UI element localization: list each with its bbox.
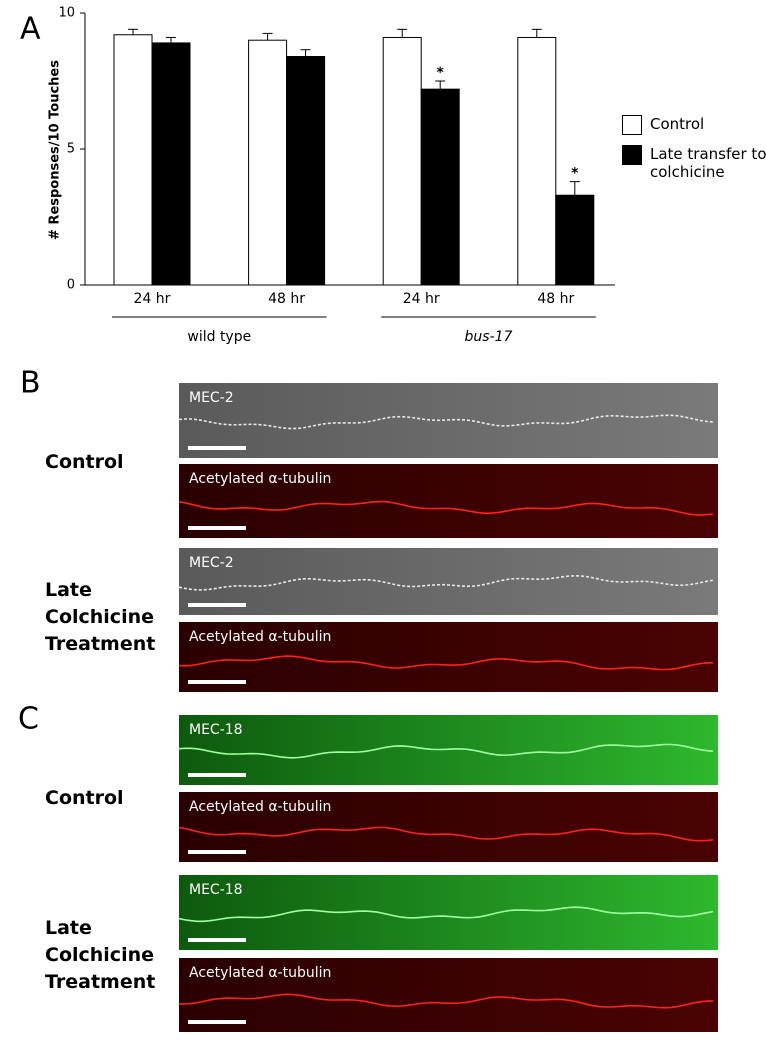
legend-label: Control	[650, 115, 705, 133]
legend-label: Late transfer to colchicine	[650, 145, 766, 181]
condition-label: Control	[45, 451, 124, 473]
channel-label: Acetylated α-tubulin	[189, 965, 331, 981]
micrograph	[179, 958, 718, 1032]
bar	[113, 34, 153, 286]
channel-label: MEC-18	[189, 722, 243, 738]
bar	[420, 88, 460, 286]
y-axis-label: # Responses/10 Touches	[48, 60, 63, 240]
neurite	[178, 500, 714, 516]
legend-entry: Late transfer to colchicine	[622, 145, 766, 181]
panel-label: B	[20, 366, 41, 401]
channel-label: MEC-18	[189, 882, 243, 898]
channel-label: MEC-2	[189, 555, 234, 571]
condition-label: Late Colchicine Treatment	[45, 579, 156, 655]
y-tick-label: 0	[67, 278, 75, 293]
x-tick-label: 24 hr	[134, 291, 171, 307]
legend-swatch	[622, 115, 642, 135]
y-tick-label: 5	[67, 142, 75, 157]
channel-label: Acetylated α-tubulin	[189, 629, 331, 645]
panel-label: C	[18, 702, 39, 737]
neurite	[178, 993, 714, 1009]
x-tick-label: 48 hr	[268, 291, 305, 307]
channel-label: MEC-2	[189, 390, 234, 406]
group-label: wild type	[187, 329, 251, 345]
channel-label: Acetylated α-tubulin	[189, 471, 331, 487]
neurite	[178, 906, 714, 923]
y-tick-label: 10	[58, 6, 75, 21]
bar	[151, 42, 191, 286]
error-bar	[166, 36, 176, 43]
micrograph	[179, 622, 718, 692]
significance-mark: *	[437, 65, 445, 81]
error-bar	[531, 28, 542, 38]
bar	[555, 194, 595, 286]
neurite	[178, 743, 714, 759]
legend-entry: Control	[622, 115, 766, 135]
legend-swatch	[622, 145, 642, 165]
error-bar	[128, 28, 138, 35]
bar	[382, 36, 422, 286]
condition-label: Late Colchicine Treatment	[45, 917, 156, 993]
micrograph	[179, 464, 718, 538]
neurite	[178, 826, 714, 842]
neurite	[178, 655, 714, 671]
bar	[286, 56, 326, 286]
group-label: bus-17	[465, 329, 513, 345]
error-bar	[262, 32, 273, 41]
panel-label: A	[20, 12, 41, 47]
x-tick-label: 24 hr	[403, 291, 440, 307]
error-bar	[397, 28, 408, 38]
micrograph	[179, 792, 718, 862]
channel-label: Acetylated α-tubulin	[189, 799, 331, 815]
bar	[248, 39, 288, 286]
bar	[517, 36, 557, 286]
error-bar	[569, 181, 580, 196]
significance-mark: *	[571, 166, 579, 182]
error-bar	[300, 49, 311, 57]
condition-label: Control	[45, 787, 124, 809]
error-bar	[435, 80, 446, 90]
x-tick-label: 48 hr	[537, 291, 574, 307]
